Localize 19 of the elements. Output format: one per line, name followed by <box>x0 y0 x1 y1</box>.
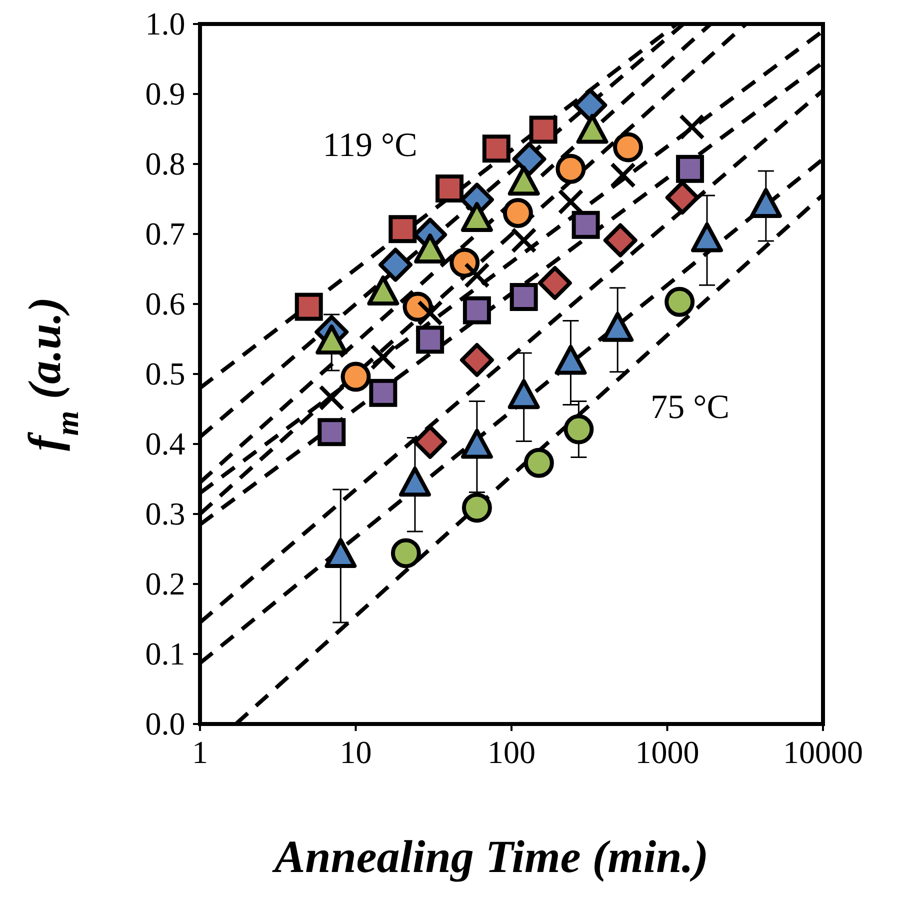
y-tick-label: 0.7 <box>145 215 186 252</box>
y-tick-label: 0.5 <box>145 355 186 392</box>
y-tick-label: 1.0 <box>145 5 186 42</box>
y-tick-label: 0.6 <box>145 285 186 322</box>
y-tick-label: 0.0 <box>145 705 186 742</box>
y-tick-label: 0.1 <box>145 635 186 672</box>
y-tick-label: 0.8 <box>145 145 186 182</box>
y-tick-label: 0.4 <box>145 425 186 462</box>
x-tick-label: 10 <box>340 734 372 770</box>
x-tick-label: 1000 <box>635 734 700 770</box>
x-axis-title: Annealing Time (min.) <box>271 831 709 882</box>
annotation: 75 °C <box>650 388 730 426</box>
x-tick-label: 10000 <box>783 734 863 770</box>
x-tick-label: 1 <box>192 734 208 770</box>
annotation: 119 °C <box>322 126 418 164</box>
y-tick-label: 0.3 <box>145 495 186 532</box>
y-tick-label: 0.2 <box>145 565 186 602</box>
y-tick-label: 0.9 <box>145 75 186 112</box>
x-tick-label: 100 <box>488 734 536 770</box>
